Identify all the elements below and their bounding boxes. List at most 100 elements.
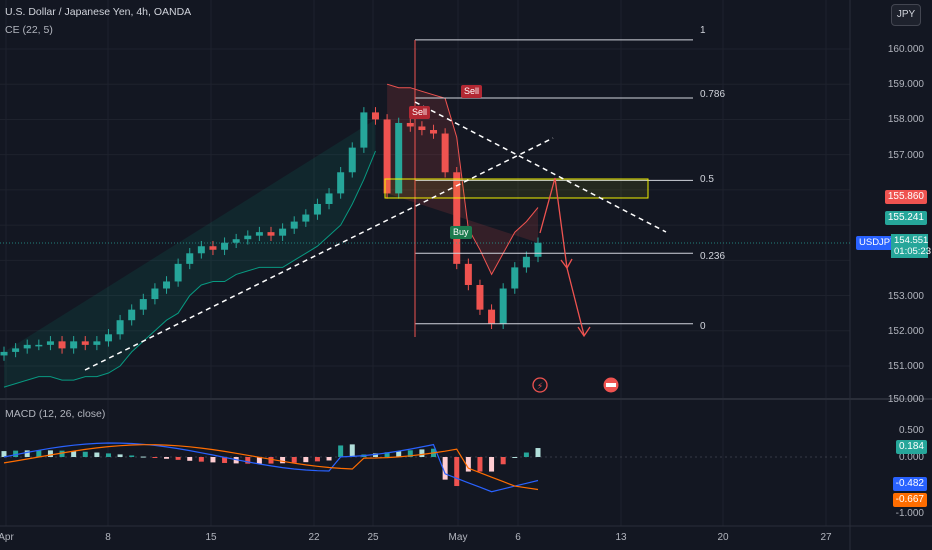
macd-bar [222,457,228,463]
macd-bar [94,452,100,457]
candle-body [499,288,507,324]
macd-bar [489,457,495,472]
macd-bar [500,457,506,465]
time-tick: 27 [820,532,832,543]
indicator-label[interactable]: CE (22, 5) [5,24,53,36]
macd-bar [326,457,332,461]
time-tick: 22 [308,532,320,543]
macd-bar [175,457,181,460]
fib-label: 0.5 [700,174,714,185]
macd-bar [419,449,425,457]
candle-body [128,309,136,321]
macd-indicator-label[interactable]: MACD (12, 26, close) [5,408,106,420]
uptrend-line [84,137,554,371]
sell-signal[interactable]: Sell [409,106,431,119]
candle-body [186,253,194,264]
macd-tick: 0.500 [898,425,924,436]
candle-body [511,267,519,289]
macd-bar [129,455,135,457]
price-tick: 160.000 [887,44,924,55]
price-badge-green: 155.241 [884,211,927,225]
macd-bar [36,450,42,457]
ce-stop-area-red [387,84,538,275]
candle-body [371,112,379,120]
candle-body [534,242,542,257]
candle-body [360,112,368,148]
candle-body [139,299,147,310]
macd-bar [105,453,111,457]
macd-bar [24,450,30,457]
macd-bar [210,457,216,463]
candle-body [302,214,310,222]
time-tick: 15 [205,532,217,543]
macd-line [3,442,539,493]
macd-tick: 0.000 [898,452,924,463]
candle-body [12,348,20,352]
flag-icon-stripe [606,383,616,387]
candle-body [476,284,484,310]
macd-bar [82,451,88,457]
candle-body [151,288,159,300]
macd-bar [268,457,274,464]
candle-body [174,263,182,282]
fib-label: 0.786 [700,89,726,100]
candle-body [46,341,54,345]
symbol-tag: USDJPY [856,236,900,250]
macd-bar [338,445,344,457]
signal-line [3,444,539,491]
macd-bar [59,450,65,457]
flash-icon[interactable] [532,377,548,393]
macd-bar [1,451,7,457]
candle-body [58,341,66,349]
price-tick: 158.000 [887,114,924,125]
signal-line-badge: -0.667 [892,493,927,507]
macd-hist-badge: 0.184 [895,440,927,454]
macd-bar [523,452,529,457]
macd-bar [187,457,193,461]
candle-body [93,341,101,345]
time-tick: 13 [615,532,627,543]
candle-body [209,246,217,250]
time-tick: 20 [717,532,729,543]
price-tick: 150.000 [887,394,924,405]
macd-bar [535,448,541,457]
time-tick: May [448,532,468,543]
candle-body [255,232,263,236]
candle-body [81,341,89,345]
macd-bar [372,453,378,457]
fib-label: 0 [700,321,706,332]
price-tick: 151.000 [887,361,924,372]
countdown: 01:05:23 [894,246,931,257]
macd-bar [152,457,158,458]
candle-body [197,246,205,254]
macd-bar [13,450,19,457]
time-tick: 25 [367,532,379,543]
macd-bar [245,457,251,464]
candle-body [488,309,496,324]
macd-bar [314,457,320,462]
candle-body [313,203,321,215]
candle-body [337,172,345,194]
candle-body [522,256,530,268]
candle-body [418,126,426,131]
ce-stop-line-red [386,83,539,276]
projection-arrow-head-1 [560,258,573,270]
time-tick: 8 [105,532,111,543]
sell-signal[interactable]: Sell [461,85,483,98]
supply-zone [384,178,649,199]
projection-path [539,177,585,336]
macd-bar [396,451,402,457]
last-price: 154.551 [894,235,929,246]
candle-body [430,130,438,134]
buy-signal[interactable]: Buy [450,226,472,239]
macd-tick: -1.000 [895,508,924,519]
candle-body [116,320,124,335]
currency-button[interactable]: JPY [891,4,921,26]
candle-body [267,232,275,236]
ce-stop-line [3,150,376,388]
macd-bar [280,457,286,464]
macd-bar [291,457,297,463]
candle-body [395,122,403,194]
macd-line-badge: -0.482 [892,477,927,491]
